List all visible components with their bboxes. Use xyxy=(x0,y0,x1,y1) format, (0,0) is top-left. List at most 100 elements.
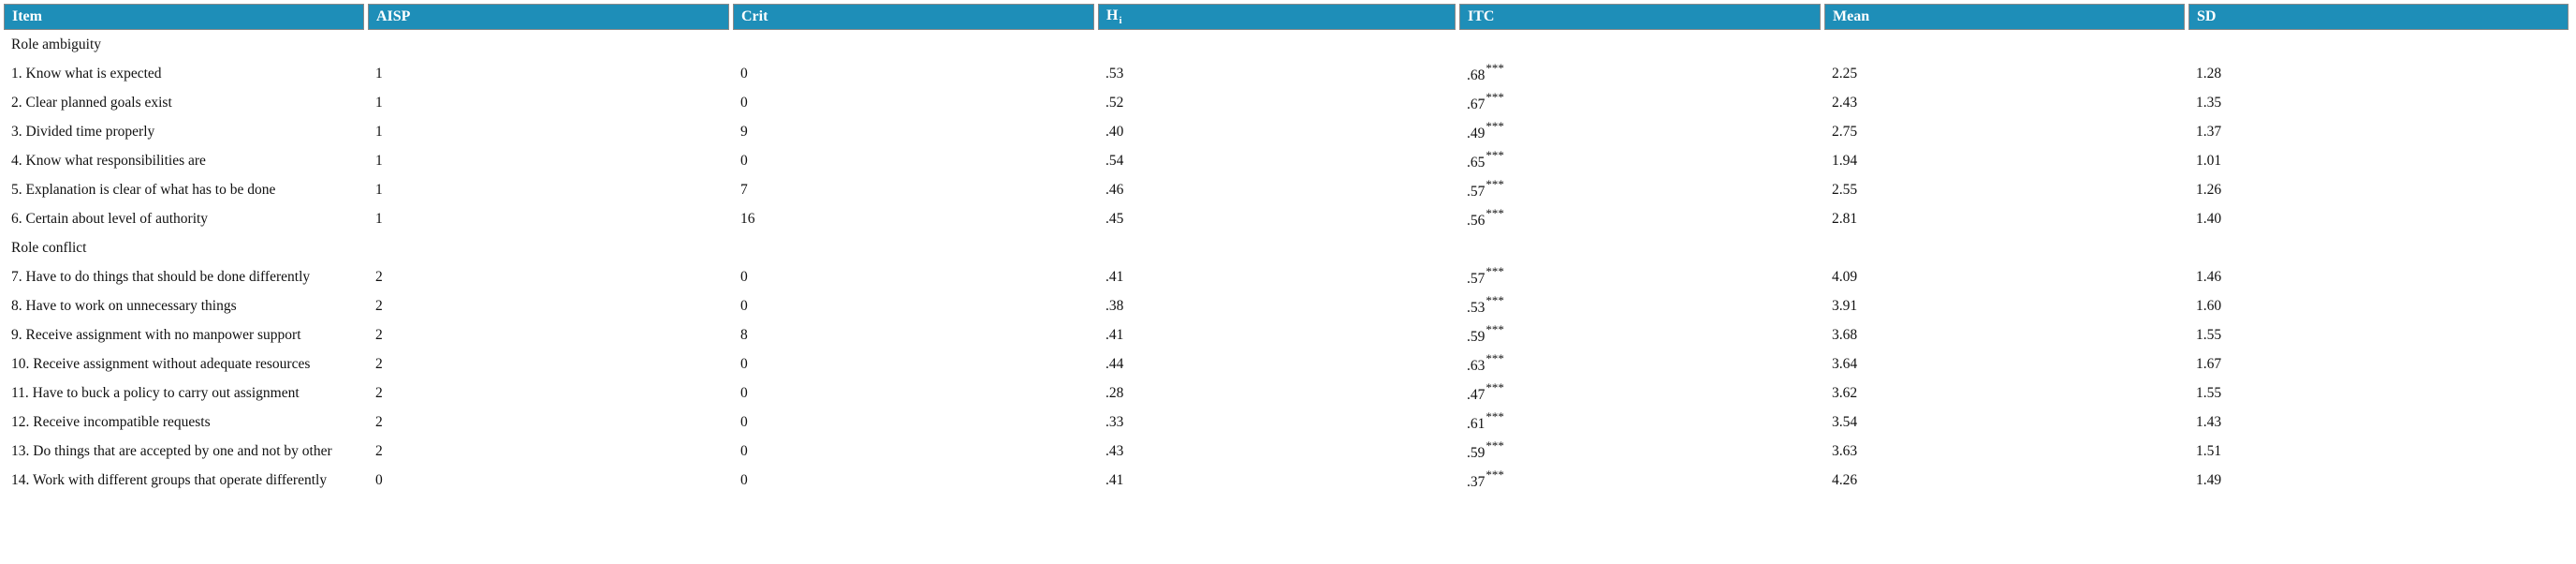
table-row: 8. Have to work on unnecessary things 2 0.… xyxy=(4,291,2569,320)
itc-value: .49 xyxy=(1467,126,1486,142)
table-row: 9. Receive assignment with no manpower s… xyxy=(4,320,2569,349)
cell-mean: 2.55 xyxy=(1832,181,1858,198)
cell-crit: 0 xyxy=(740,152,748,169)
cell-item: 1. Know what is expected xyxy=(11,65,162,82)
cell-mean: 2.75 xyxy=(1832,123,1858,140)
cell-sd: 1.51 xyxy=(2196,442,2222,459)
cell-item: 11. Have to buck a policy to carry out a… xyxy=(11,384,300,401)
significance-stars: *** xyxy=(1486,263,1504,278)
itc-value: .57 xyxy=(1467,271,1486,288)
significance-stars: *** xyxy=(1486,350,1504,365)
significance-stars: *** xyxy=(1486,176,1504,191)
header-row: Item AISP Crit Hi ITC Mean SD xyxy=(4,4,2569,30)
cell-aisp: 2 xyxy=(375,413,383,430)
cell-mean: 4.09 xyxy=(1832,268,1858,285)
cell-itc: .59*** xyxy=(1459,320,1821,349)
column-header-hi: Hi xyxy=(1098,4,1456,30)
cell-item: 2. Clear planned goals exist xyxy=(11,94,172,111)
cell-sd: 1.55 xyxy=(2196,326,2222,343)
significance-stars: *** xyxy=(1486,205,1504,220)
cell-itc: .57*** xyxy=(1459,262,1821,291)
table-body: Role ambiguity 1. Know what is expected 1 0… xyxy=(4,30,2569,495)
table-row: 7. Have to do things that should be done… xyxy=(4,262,2569,291)
cell-itc: .63*** xyxy=(1459,349,1821,378)
cell-hi: .54 xyxy=(1105,152,1124,169)
cell-crit: 0 xyxy=(740,268,748,285)
column-label: H xyxy=(1106,7,1119,23)
itc-value: .63 xyxy=(1467,358,1486,375)
column-header-sd: SD xyxy=(2188,4,2569,30)
cell-crit: 0 xyxy=(740,355,748,372)
page: Item AISP Crit Hi ITC Mean SD Role ambig… xyxy=(0,4,2572,495)
cell-hi: .46 xyxy=(1105,181,1124,198)
section-row: Role ambiguity xyxy=(4,30,2569,59)
cell-mean: 3.64 xyxy=(1832,355,1858,372)
cell-hi: .41 xyxy=(1105,268,1124,285)
significance-stars: *** xyxy=(1486,147,1504,162)
cell-item: 3. Divided time properly xyxy=(11,123,155,140)
cell-aisp: 1 xyxy=(375,181,383,198)
cell-hi: .44 xyxy=(1105,355,1124,372)
cell-hi: .41 xyxy=(1105,326,1124,343)
cell-hi: .45 xyxy=(1105,210,1124,227)
table-row: 13. Do things that are accepted by one a… xyxy=(4,437,2569,466)
cell-aisp: 0 xyxy=(375,471,383,488)
itc-value: .56 xyxy=(1467,213,1486,230)
cell-sd: 1.35 xyxy=(2196,94,2222,111)
cell-hi: .33 xyxy=(1105,413,1124,430)
cell-itc: .37*** xyxy=(1459,466,1821,495)
column-label-subscript: i xyxy=(1119,15,1122,26)
cell-aisp: 2 xyxy=(375,326,383,343)
cell-aisp: 1 xyxy=(375,123,383,140)
cell-aisp: 2 xyxy=(375,268,383,285)
column-header-aisp: AISP xyxy=(368,4,729,30)
cell-mean: 3.54 xyxy=(1832,413,1858,430)
table-row: 11. Have to buck a policy to carry out a… xyxy=(4,378,2569,408)
cell-item: 14. Work with different groups that oper… xyxy=(11,471,328,488)
cell-itc: .47*** xyxy=(1459,378,1821,408)
column-label: SD xyxy=(2197,8,2217,24)
cell-aisp: 2 xyxy=(375,384,383,401)
cell-sd: 1.67 xyxy=(2196,355,2222,372)
cell-sd: 1.60 xyxy=(2196,297,2222,314)
column-label: Crit xyxy=(741,8,768,24)
section-title: Role conflict xyxy=(11,239,87,256)
cell-item: 12. Receive incompatible requests xyxy=(11,413,211,430)
column-header-itc: ITC xyxy=(1459,4,1821,30)
cell-crit: 8 xyxy=(740,326,748,343)
cell-mean: 2.43 xyxy=(1832,94,1858,111)
table-row: 2. Clear planned goals exist 1 0 .52 .67*** 2… xyxy=(4,88,2569,117)
cell-hi: .52 xyxy=(1105,94,1124,111)
itc-value: .67 xyxy=(1467,96,1486,113)
cell-itc: .53*** xyxy=(1459,291,1821,320)
cell-aisp: 2 xyxy=(375,355,383,372)
item-statistics-table: Item AISP Crit Hi ITC Mean SD Role ambig… xyxy=(0,4,2572,495)
significance-stars: *** xyxy=(1486,292,1504,307)
cell-itc: .57*** xyxy=(1459,175,1821,204)
cell-mean: 2.81 xyxy=(1832,210,1858,227)
cell-hi: .41 xyxy=(1105,471,1124,488)
cell-sd: 1.37 xyxy=(2196,123,2222,140)
column-header-crit: Crit xyxy=(733,4,1094,30)
column-label: Item xyxy=(12,8,42,24)
table-row: 5. Explanation is clear of what has to b… xyxy=(4,175,2569,204)
itc-value: .59 xyxy=(1467,329,1486,346)
cell-aisp: 1 xyxy=(375,210,383,227)
cell-item: 6. Certain about level of authority xyxy=(11,210,209,227)
cell-item: 4. Know what responsibilities are xyxy=(11,152,206,169)
cell-mean: 3.63 xyxy=(1832,442,1858,459)
cell-itc: .65*** xyxy=(1459,146,1821,175)
cell-aisp: 2 xyxy=(375,442,383,459)
cell-itc: .49*** xyxy=(1459,117,1821,146)
section-row: Role conflict xyxy=(4,233,2569,262)
cell-item: 7. Have to do things that should be done… xyxy=(11,268,311,285)
column-header-item: Item xyxy=(4,4,364,30)
column-label: Mean xyxy=(1833,8,1870,24)
cell-sd: 1.01 xyxy=(2196,152,2222,169)
cell-sd: 1.43 xyxy=(2196,413,2222,430)
significance-stars: *** xyxy=(1486,408,1504,423)
significance-stars: *** xyxy=(1486,118,1504,133)
cell-itc: .61*** xyxy=(1459,408,1821,437)
table-row: 14. Work with different groups that oper… xyxy=(4,466,2569,495)
table-row: 4. Know what responsibilities are 1 0 .54 .6… xyxy=(4,146,2569,175)
